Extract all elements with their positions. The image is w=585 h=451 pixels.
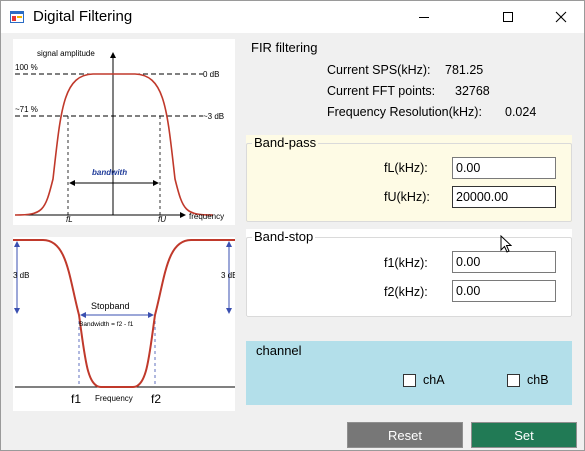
title-bar: Digital Filtering xyxy=(1,1,584,33)
pct-100-label: 100 % xyxy=(15,63,38,72)
bandstop-diagram: 3 dB 3 dE Stopband Bandwidth = f2 - f1 f… xyxy=(13,237,235,411)
f2-field-label: f2(kHz): xyxy=(384,285,428,299)
pct-71-label: ~71 % xyxy=(15,105,38,114)
fir-filtering-group: FIR filtering Current SPS(kHz): 781.25 C… xyxy=(245,39,573,127)
y-axis-label: signal amplitude xyxy=(37,49,95,58)
window-title: Digital Filtering xyxy=(33,8,133,25)
reset-button[interactable]: Reset xyxy=(347,422,463,448)
resolution-label: Frequency Resolution(kHz): xyxy=(327,105,482,119)
f1-field-label: f1(kHz): xyxy=(384,256,428,270)
fl-label: fL xyxy=(66,215,73,224)
fu-input[interactable] xyxy=(452,186,556,208)
mouse-cursor-icon xyxy=(500,235,512,253)
fu-label: fU xyxy=(158,215,166,224)
bandpass-title: Band-pass xyxy=(252,135,319,150)
db-0-label: 0 dB xyxy=(203,70,219,79)
chb-checkbox[interactable] xyxy=(507,374,520,387)
fl-input[interactable] xyxy=(452,157,556,179)
f1-label: f1 xyxy=(71,392,81,406)
channel-group: channel chA chB xyxy=(246,341,572,405)
bandwidth-label: bandwith xyxy=(92,168,127,177)
f2-label: f2 xyxy=(151,392,161,406)
fft-value: 32768 xyxy=(455,84,490,98)
bandstop-curve xyxy=(13,239,235,388)
maximize-icon xyxy=(503,12,513,22)
fu-field-label: fU(kHz): xyxy=(384,190,430,204)
minimize-icon xyxy=(419,17,429,18)
set-button[interactable]: Set xyxy=(471,422,577,448)
bandwidth-equation: Bandwidth = f2 - f1 xyxy=(79,321,134,328)
db-3-label: ~3 dB xyxy=(203,112,224,121)
f2-input[interactable] xyxy=(452,280,556,302)
close-button[interactable] xyxy=(538,1,584,33)
channel-title: channel xyxy=(256,343,302,358)
stopband-label: Stopband xyxy=(91,301,130,311)
minimize-button[interactable] xyxy=(401,1,447,33)
x-axis-label: frequency xyxy=(189,212,224,221)
x-axis-label: Frequency xyxy=(95,394,133,403)
fir-title: FIR filtering xyxy=(251,40,318,55)
left-db-label: 3 dB xyxy=(13,271,29,280)
sps-label: Current SPS(kHz): xyxy=(327,63,431,77)
cha-checkbox[interactable] xyxy=(403,374,416,387)
f1-input[interactable] xyxy=(452,251,556,273)
bandstop-title: Band-stop xyxy=(252,229,316,244)
close-icon xyxy=(555,11,567,23)
bandstop-group: Band-stop f1(kHz): f2(kHz): xyxy=(246,229,572,317)
app-icon xyxy=(10,11,24,23)
bandpass-diagram: 100 % ~71 % signal amplitude 0 dB ~3 dB … xyxy=(13,39,235,225)
sps-value: 781.25 xyxy=(445,63,484,77)
bandpass-group: Band-pass fL(kHz): fU(kHz): xyxy=(246,135,572,222)
cha-label[interactable]: chA xyxy=(423,373,445,387)
chb-label[interactable]: chB xyxy=(527,373,549,387)
right-db-label: 3 dE xyxy=(221,271,235,280)
fft-label: Current FFT points: xyxy=(327,84,436,98)
resolution-value: 0.024 xyxy=(505,105,537,119)
fl-field-label: fL(kHz): xyxy=(384,161,428,175)
bandpass-curve xyxy=(14,73,214,216)
maximize-button[interactable] xyxy=(485,1,531,33)
